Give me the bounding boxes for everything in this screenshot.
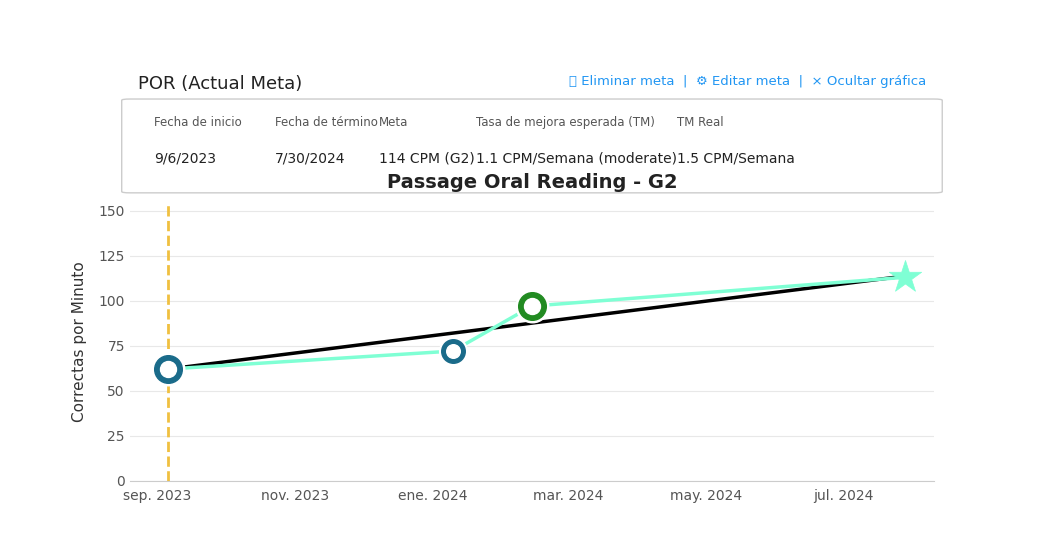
Text: 🗑 Eliminar meta  |  ⚙ Editar meta  |  × Ocultar gráfica: 🗑 Eliminar meta | ⚙ Editar meta | × Ocul… bbox=[569, 75, 926, 88]
Text: 1.1 CPM/Semana (moderate): 1.1 CPM/Semana (moderate) bbox=[475, 151, 677, 165]
Text: Meta: Meta bbox=[379, 116, 409, 129]
Point bbox=[523, 302, 540, 310]
Point bbox=[160, 364, 176, 373]
Text: 7/30/2024: 7/30/2024 bbox=[274, 151, 345, 165]
Point bbox=[523, 302, 540, 310]
Point bbox=[160, 364, 176, 373]
Text: TM Real: TM Real bbox=[677, 116, 723, 129]
Text: POR (Actual Meta): POR (Actual Meta) bbox=[138, 75, 302, 93]
Text: 9/6/2023: 9/6/2023 bbox=[154, 151, 216, 165]
Text: 114 CPM (G2): 114 CPM (G2) bbox=[379, 151, 474, 165]
Text: Fecha de término: Fecha de término bbox=[274, 116, 378, 129]
Point bbox=[160, 364, 176, 373]
Text: 1.5 CPM/Semana: 1.5 CPM/Semana bbox=[677, 151, 795, 165]
Y-axis label: Correctas por Minuto: Correctas por Minuto bbox=[73, 261, 87, 422]
Point bbox=[523, 302, 540, 310]
Text: Fecha de inicio: Fecha de inicio bbox=[154, 116, 242, 129]
FancyBboxPatch shape bbox=[121, 99, 943, 193]
Point bbox=[444, 347, 461, 355]
Title: Passage Oral Reading - G2: Passage Oral Reading - G2 bbox=[387, 173, 677, 192]
Point bbox=[444, 347, 461, 355]
Point bbox=[444, 347, 461, 355]
Text: Tasa de mejora esperada (TM): Tasa de mejora esperada (TM) bbox=[475, 116, 655, 129]
Point bbox=[897, 273, 913, 281]
